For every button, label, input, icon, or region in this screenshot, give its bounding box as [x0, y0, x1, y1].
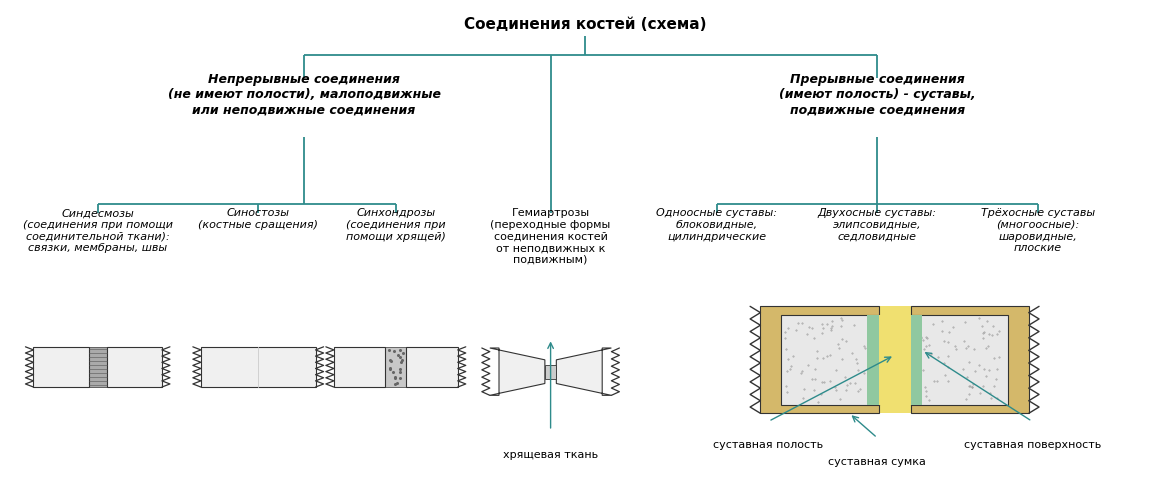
Text: суставная поверхность: суставная поверхность — [964, 440, 1101, 450]
Polygon shape — [556, 348, 612, 395]
FancyBboxPatch shape — [385, 347, 406, 387]
Text: Гемиартрозы
(переходные формы
соединения костей
от неподвижных к
подвижным): Гемиартрозы (переходные формы соединения… — [490, 208, 611, 265]
Text: Синостозы
(костные сращения): Синостозы (костные сращения) — [198, 208, 318, 230]
FancyBboxPatch shape — [910, 315, 922, 405]
Polygon shape — [545, 365, 556, 379]
FancyBboxPatch shape — [879, 315, 910, 405]
Text: суставная сумка: суставная сумка — [828, 457, 927, 467]
Text: Одноосные суставы:
блоковидные,
цилиндрические: Одноосные суставы: блоковидные, цилиндри… — [656, 208, 777, 242]
FancyBboxPatch shape — [910, 306, 1028, 413]
FancyBboxPatch shape — [760, 306, 1028, 413]
FancyBboxPatch shape — [867, 315, 879, 405]
Text: Трёхосные суставы
(многоосные):
шаровидные,
плоские: Трёхосные суставы (многоосные): шаровидн… — [980, 208, 1095, 253]
Text: Непрерывные соединения
(не имеют полости), малоподвижные
или неподвижные соедине: Непрерывные соединения (не имеют полости… — [167, 73, 441, 116]
Text: Прерывные соединения
(имеют полость) - суставы,
подвижные соединения: Прерывные соединения (имеют полость) - с… — [779, 73, 976, 116]
FancyBboxPatch shape — [106, 347, 161, 387]
FancyBboxPatch shape — [333, 347, 385, 387]
FancyBboxPatch shape — [760, 306, 879, 413]
FancyBboxPatch shape — [89, 347, 106, 387]
Text: Синхондрозы
(соединения при
помощи хрящей): Синхондрозы (соединения при помощи хряще… — [346, 208, 446, 242]
Polygon shape — [490, 348, 545, 395]
Text: Синдесмозы
(соединения при помощи
соединительной ткани):
связки, мембраны, швы: Синдесмозы (соединения при помощи соедин… — [22, 208, 173, 253]
Text: суставная полость: суставная полость — [714, 440, 824, 450]
Text: Соединения костей (схема): Соединения костей (схема) — [463, 16, 707, 32]
FancyBboxPatch shape — [201, 347, 316, 387]
Text: Двухосные суставы:
элипсовидные,
седловидные: Двухосные суставы: элипсовидные, седлови… — [818, 208, 937, 242]
FancyBboxPatch shape — [406, 347, 457, 387]
Text: хрящевая ткань: хрящевая ткань — [503, 450, 598, 460]
FancyBboxPatch shape — [910, 315, 1009, 405]
FancyBboxPatch shape — [34, 347, 89, 387]
FancyBboxPatch shape — [782, 315, 879, 405]
